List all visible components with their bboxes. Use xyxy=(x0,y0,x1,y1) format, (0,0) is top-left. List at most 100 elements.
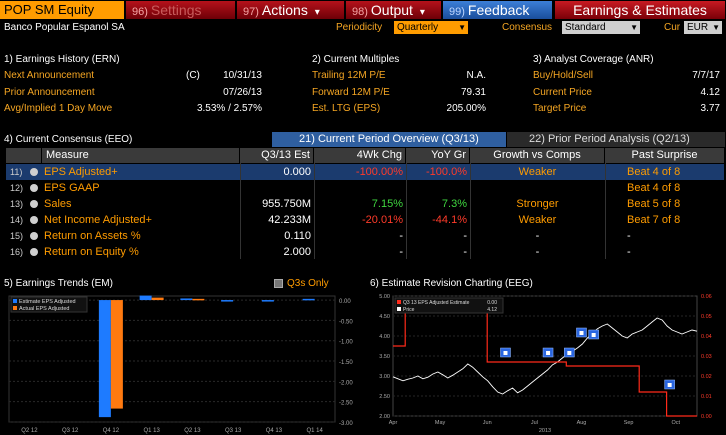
next-announcement-flag: (C) xyxy=(186,70,200,81)
table-header: Measure Q3/13 Est 4Wk Chg YoY Gr Growth … xyxy=(6,148,724,163)
earnings-trends-title[interactable]: 5) Earnings Trends (EM) xyxy=(4,278,113,289)
next-announcement-label: Next Announcement xyxy=(4,70,95,81)
revision-marker-glyph xyxy=(503,351,508,355)
next-announcement-value: 10/31/13 xyxy=(223,70,262,81)
current-price-value: 4.12 xyxy=(700,87,720,98)
settings-button[interactable]: 96) Settings xyxy=(126,1,236,19)
table-row[interactable]: 12) EPS GAAP Beat 4 of 8 xyxy=(6,180,724,196)
settings-button-number: 96) xyxy=(132,6,148,18)
buy-hold-sell-label: Buy/Hold/Sell xyxy=(533,70,594,81)
legend-value-estimate: 0.00 xyxy=(487,300,497,306)
left-axis-label: 2.00 xyxy=(379,414,390,420)
cell-est: 0.000 xyxy=(283,166,311,178)
column-past-surprise[interactable]: Past Surprise xyxy=(631,149,698,161)
x-tick-label: Oct xyxy=(671,420,680,426)
left-axis-label: 5.00 xyxy=(379,294,390,300)
feedback-button[interactable]: 99) Feedback xyxy=(443,1,553,19)
row-number: 14) xyxy=(10,215,24,225)
feedback-button-number: 99) xyxy=(449,6,465,18)
table-row[interactable]: 15) Return on Assets % 0.110 - - - - xyxy=(6,228,724,244)
function-title-text: Earnings & Estimates xyxy=(573,2,707,18)
x-tick-label: Q1 14 xyxy=(306,428,323,434)
x-tick-label: May xyxy=(435,420,446,426)
cell-yoy xyxy=(406,180,470,196)
table-row[interactable]: 13) Sales 955.750M 7.15% 7.3% Stronger Beat 5 … xyxy=(6,196,724,212)
radio-bullet-icon[interactable] xyxy=(30,216,38,224)
tab-prior-period-analysis[interactable]: 22) Prior Period Analysis (Q2/13) xyxy=(507,132,725,147)
radio-bullet-icon[interactable] xyxy=(30,184,38,192)
row-number: 13) xyxy=(10,199,24,209)
target-price-label: Target Price xyxy=(533,103,587,114)
actual-bar xyxy=(151,297,164,301)
cell-surprise: Beat 4 of 8 xyxy=(627,166,681,178)
column-growth-vs-comps[interactable]: Growth vs Comps xyxy=(470,148,605,163)
currency-value: EUR xyxy=(687,22,709,33)
cell-growth: Stronger xyxy=(516,198,559,210)
periodicity-select[interactable]: Quarterly ▼ xyxy=(394,21,468,34)
column-estimate[interactable]: Q3/13 Est xyxy=(240,148,314,163)
table-row[interactable]: 16) Return on Equity % 2.000 - - - - xyxy=(6,244,724,260)
legend-swatch-estimate xyxy=(13,299,17,303)
x-tick-label: Sep xyxy=(624,420,634,426)
cell-growth: - xyxy=(535,230,540,242)
ticker-field[interactable]: POP SM Equity xyxy=(0,1,124,19)
column-divider xyxy=(605,163,606,259)
function-title: Earnings & Estimates xyxy=(555,1,726,19)
chevron-down-icon: ▾ xyxy=(419,7,425,18)
left-axis-label: 3.50 xyxy=(379,354,390,360)
table-row[interactable]: 14) Net Income Adjusted+ 42.233M -20.01% -44… xyxy=(6,212,724,228)
table-row[interactable]: 11) EPS Adjusted+ 0.000 -100.00% -100.0% Weak… xyxy=(6,164,724,180)
current-consensus-title[interactable]: 4) Current Consensus (EEO) xyxy=(4,134,133,145)
x-tick-label: Jun xyxy=(483,420,492,426)
cell-chg: 7.15% xyxy=(371,198,403,210)
cell-chg: - xyxy=(399,230,403,242)
legend-label-estimate: Estimate EPS Adjusted xyxy=(19,299,76,305)
column-4wk-change[interactable]: 4Wk Chg xyxy=(314,148,406,163)
row-number: 16) xyxy=(10,247,24,257)
chevron-down-icon: ▼ xyxy=(712,23,720,32)
price-line xyxy=(392,317,698,395)
left-axis-label: 4.50 xyxy=(379,314,390,320)
trailing-pe-label: Trailing 12M P/E xyxy=(312,70,386,81)
consensus-label: Consensus xyxy=(502,22,553,33)
cell-chg: -100.00% xyxy=(355,166,403,178)
cell-est: 955.750M xyxy=(262,198,311,210)
output-button-label: Output xyxy=(370,2,413,18)
tab-prior-period-label: 22) Prior Period Analysis (Q2/13) xyxy=(529,133,690,145)
earnings-history-title[interactable]: 1) Earnings History (ERN) xyxy=(4,54,120,65)
consensus-select[interactable]: Standard ▼ xyxy=(562,21,640,34)
column-measure[interactable]: Measure xyxy=(42,148,240,163)
radio-bullet-icon[interactable] xyxy=(30,232,38,240)
measure-name: Sales xyxy=(44,198,72,210)
analyst-coverage-title[interactable]: 3) Analyst Coverage (ANR) xyxy=(533,54,654,65)
estimate-bar xyxy=(221,300,234,302)
consensus-value: Standard xyxy=(565,22,606,33)
revision-marker-glyph xyxy=(667,383,672,387)
current-multiples-title: 2) Current Multiples xyxy=(312,54,400,65)
x-tick-label: Q3 13 xyxy=(225,428,242,434)
legend-box xyxy=(394,297,504,314)
x-tick-label: Q2 13 xyxy=(184,428,201,434)
tab-current-period-overview[interactable]: 21) Current Period Overview (Q3/13) xyxy=(272,132,506,147)
estimate-revision-title[interactable]: 6) Estimate Revision Charting (EEG) xyxy=(370,278,533,289)
current-price-label: Current Price xyxy=(533,87,592,98)
output-button[interactable]: 98) Output ▾ xyxy=(346,1,442,19)
actions-button[interactable]: 97) Actions ▾ xyxy=(237,1,345,19)
radio-bullet-icon[interactable] xyxy=(30,200,38,208)
legend-label-price: Price xyxy=(403,307,415,313)
cell-surprise: Beat 5 of 8 xyxy=(627,198,681,210)
radio-bullet-icon[interactable] xyxy=(30,248,38,256)
actual-bar xyxy=(192,298,205,301)
column-yoy-growth[interactable]: YoY Gr xyxy=(406,148,470,163)
column-divider xyxy=(406,163,407,259)
radio-bullet-icon[interactable] xyxy=(30,168,38,176)
chevron-down-icon: ▼ xyxy=(458,23,466,32)
revision-marker-glyph xyxy=(567,351,572,355)
currency-select[interactable]: EUR ▼ xyxy=(684,21,722,34)
cell-chg: - xyxy=(399,246,403,258)
q3s-only-checkbox[interactable] xyxy=(274,279,283,288)
measure-name: Net Income Adjusted+ xyxy=(44,214,152,226)
actions-button-number: 97) xyxy=(243,6,259,18)
measure-name: Return on Equity % xyxy=(44,246,139,258)
forward-pe-label: Forward 12M P/E xyxy=(312,87,390,98)
